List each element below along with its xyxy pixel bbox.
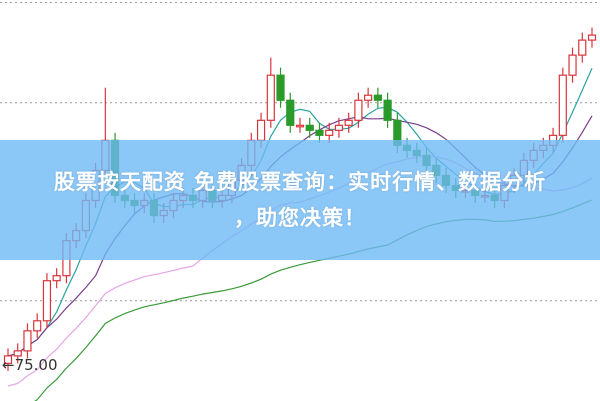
- candle-body: [42, 280, 52, 322]
- candle-body: [325, 129, 334, 136]
- candle-body: [13, 350, 22, 357]
- candle-body: [23, 330, 32, 352]
- candle-body: [286, 99, 295, 126]
- candle-body: [33, 320, 42, 332]
- candle-body: [266, 74, 275, 121]
- candle-body: [52, 275, 61, 282]
- candle-body: [364, 94, 373, 101]
- candle-body: [305, 124, 314, 131]
- title-banner: 股票按天配资 免费股票查询：实时行情、数据分析 ，助您决策！: [0, 140, 600, 260]
- banner-title-line1: 股票按天配资 免费股票查询：实时行情、数据分析: [53, 170, 547, 194]
- candle-body: [276, 74, 285, 101]
- candle-body: [558, 74, 567, 136]
- candle-body: [3, 355, 13, 365]
- candle-body: [568, 54, 577, 76]
- candle-body: [295, 124, 305, 128]
- candle-body: [354, 99, 363, 121]
- candle-body: [578, 39, 587, 56]
- candle-body: [383, 99, 392, 121]
- candle-body: [256, 119, 266, 141]
- candle-body: [587, 34, 597, 41]
- candle-body: [373, 94, 382, 101]
- banner-title-line2: ，助您决策！: [234, 206, 366, 230]
- candle-body: [334, 124, 344, 131]
- price-annotation: ←75.00: [2, 356, 58, 374]
- candle-body: [344, 119, 353, 126]
- candle-body: [315, 129, 324, 136]
